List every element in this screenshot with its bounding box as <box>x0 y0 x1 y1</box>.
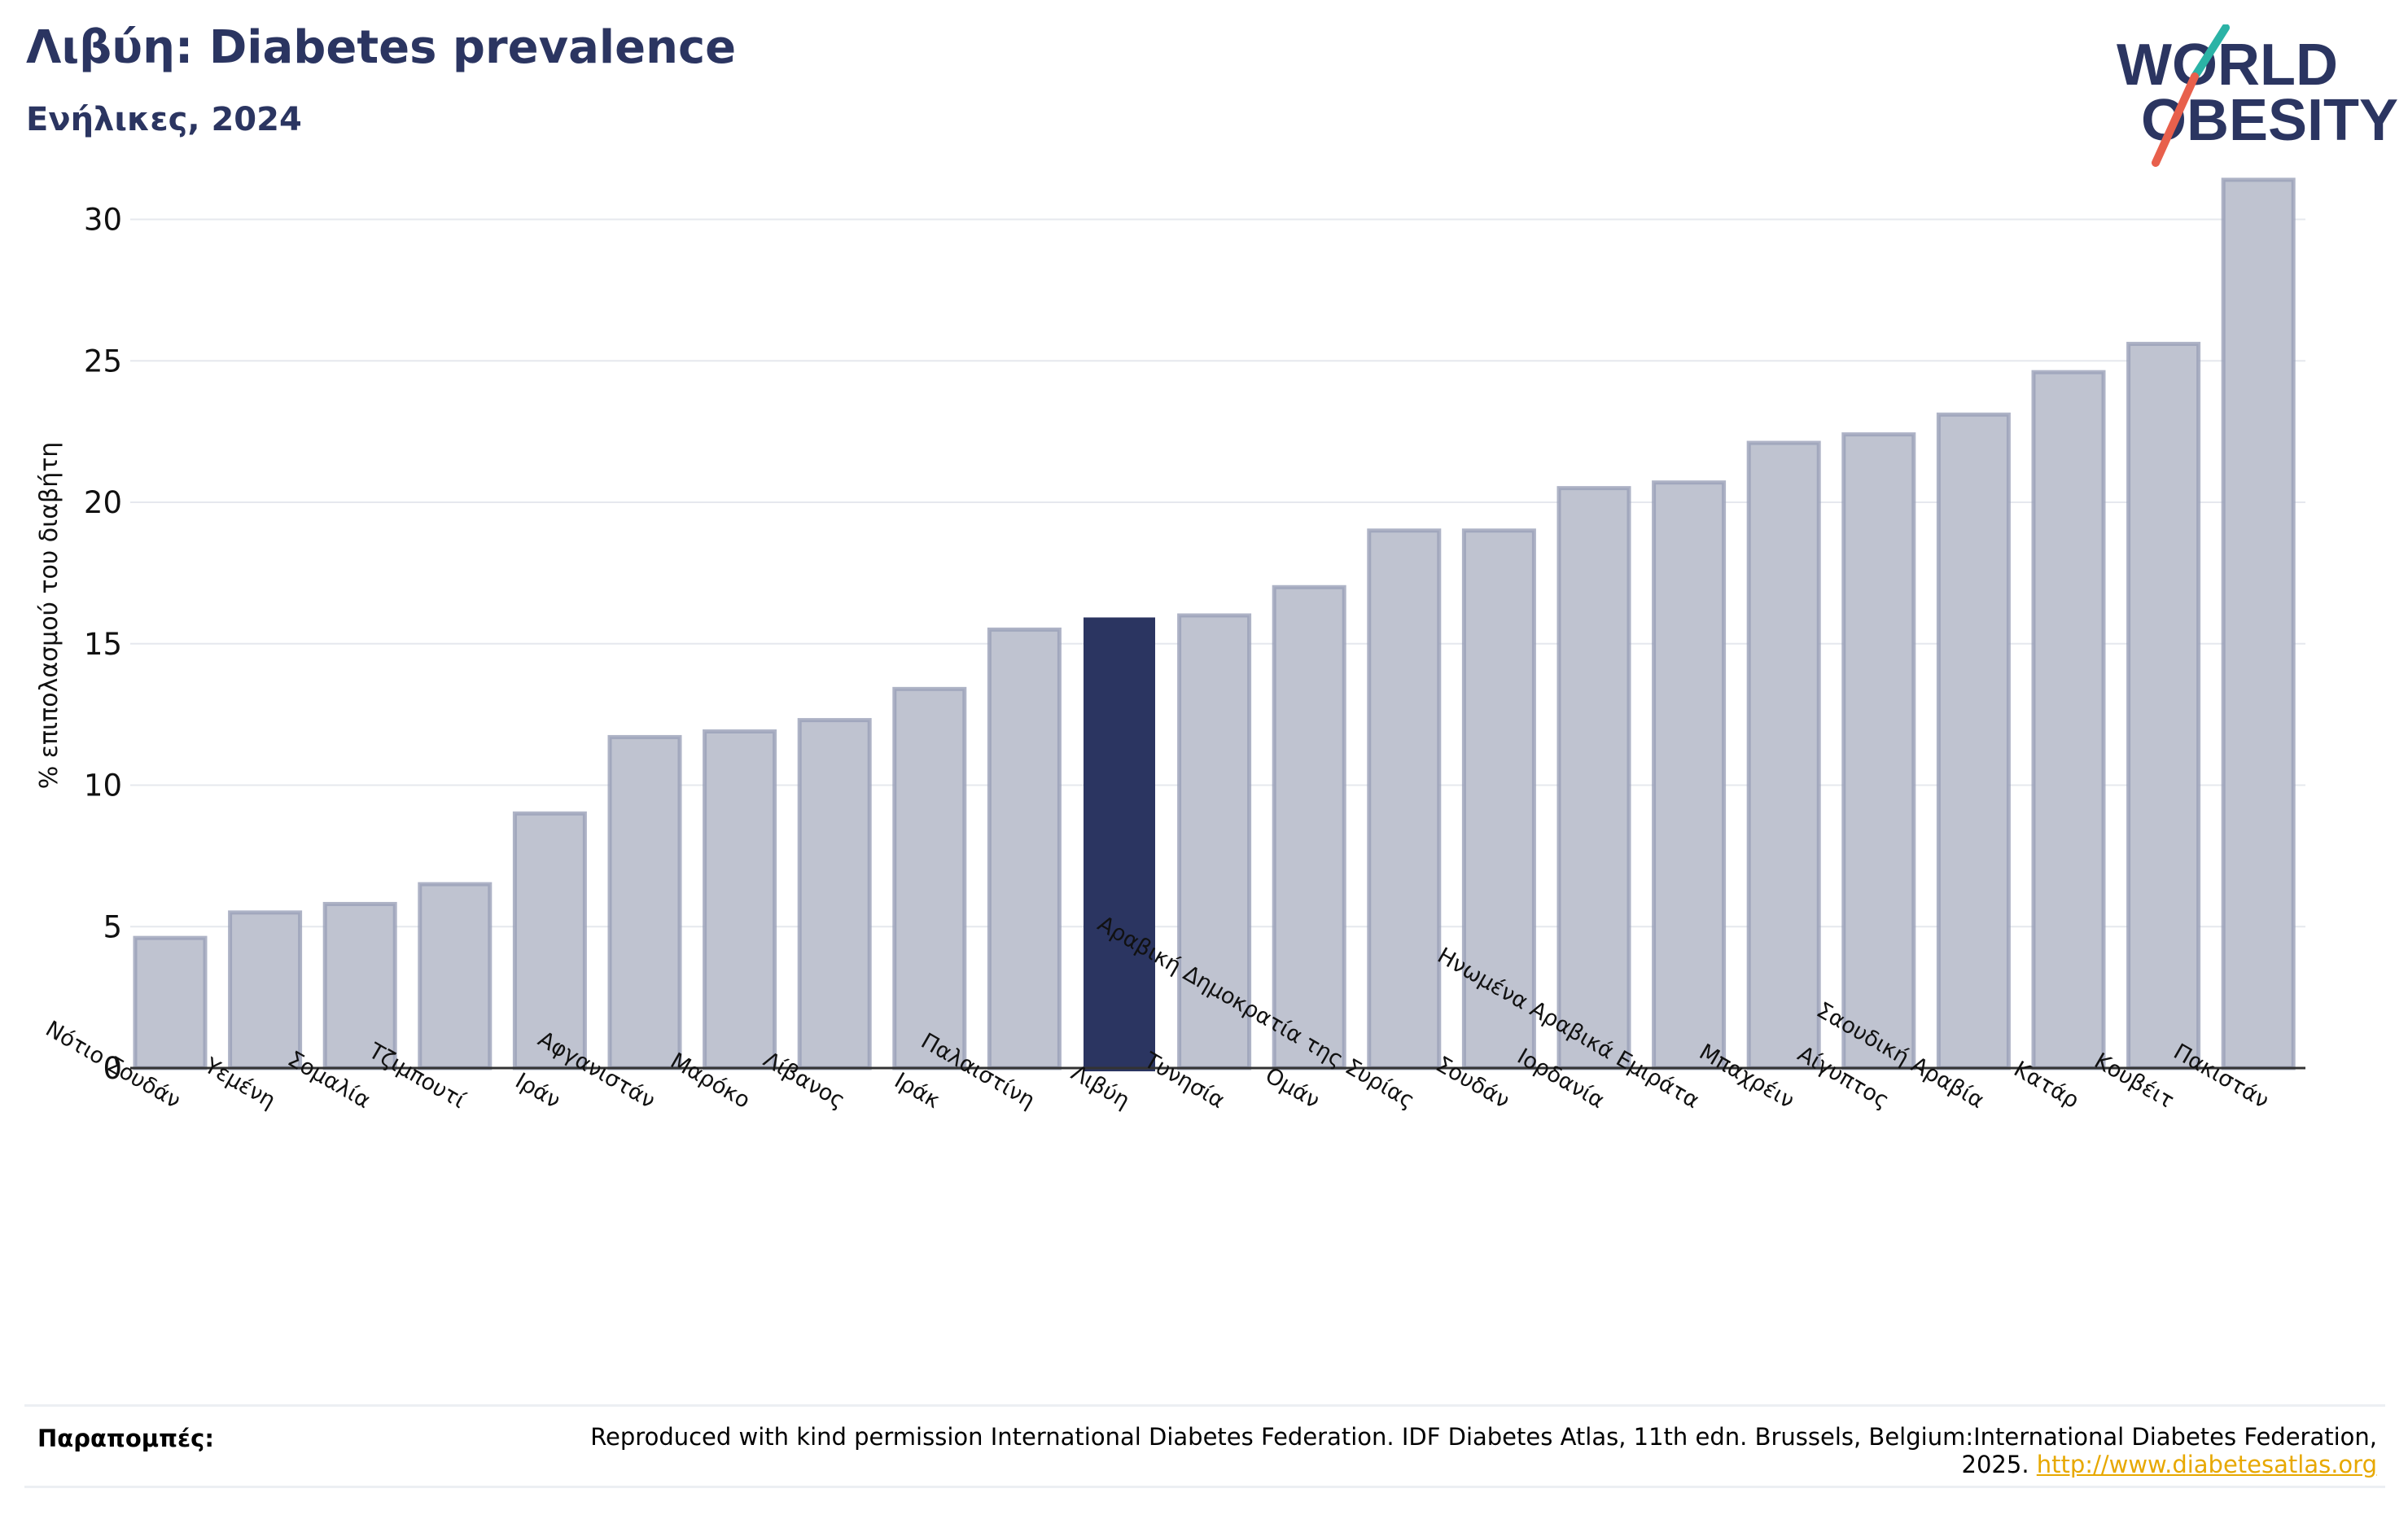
logo-slash-coral <box>2152 72 2199 167</box>
bar <box>418 882 493 1070</box>
bar <box>1556 486 1631 1070</box>
y-tick-label: 5 <box>103 909 122 944</box>
bar <box>2126 341 2201 1070</box>
bar <box>1746 440 1821 1070</box>
footer-divider-bottom <box>24 1486 2385 1488</box>
y-tick-label: 15 <box>84 627 122 662</box>
bar <box>1272 584 1346 1070</box>
chart-subtitle: Ενήλικες, 2024 <box>26 101 302 138</box>
y-axis-label: % επιπολασμού του διαβήτη <box>35 442 63 790</box>
bars <box>130 177 2305 1071</box>
bar <box>512 811 587 1070</box>
y-tick-label: 10 <box>84 768 122 803</box>
logo-slash-teal <box>2191 24 2230 81</box>
chart-title: Λιβύη: Diabetes prevalence <box>26 21 737 74</box>
bar <box>2031 370 2106 1070</box>
bar <box>1652 480 1727 1070</box>
world-obesity-logo: WORLD OBESITY <box>2117 24 2398 167</box>
bar <box>1841 432 1916 1070</box>
y-axis-ticks: 0 5 10 15 20 25 30 <box>84 203 122 1087</box>
bar <box>228 910 303 1070</box>
bar <box>703 729 777 1070</box>
bar <box>2221 177 2296 1070</box>
bar <box>1177 613 1252 1070</box>
bar <box>1367 528 1442 1070</box>
footer-divider-top <box>24 1404 2385 1407</box>
y-tick-label: 0 <box>103 1051 122 1086</box>
bar <box>987 627 1062 1070</box>
references-citation: Reproduced with kind permission Internat… <box>590 1423 2377 1478</box>
bar <box>892 686 967 1070</box>
references-text: Reproduced with kind permission Internat… <box>586 1423 2377 1478</box>
references-link[interactable]: http://www.diabetesatlas.org <box>2036 1451 2377 1478</box>
logo-word-world: WORLD <box>2117 33 2338 98</box>
bar <box>607 734 682 1070</box>
x-tick-label: Ιράκ <box>890 1068 944 1114</box>
bar-highlighted <box>1084 617 1155 1071</box>
y-tick-label: 30 <box>84 203 122 238</box>
y-tick-label: 25 <box>84 344 122 379</box>
x-tick-label: Ιράν <box>511 1068 565 1114</box>
bar <box>1936 412 2011 1070</box>
bar <box>133 935 208 1070</box>
bar <box>797 718 872 1070</box>
y-tick-label: 20 <box>84 485 122 520</box>
bar <box>1461 528 1536 1070</box>
x-tick-label: Ομάν <box>1261 1063 1324 1114</box>
references-label: Παραπομπές: <box>37 1425 214 1452</box>
